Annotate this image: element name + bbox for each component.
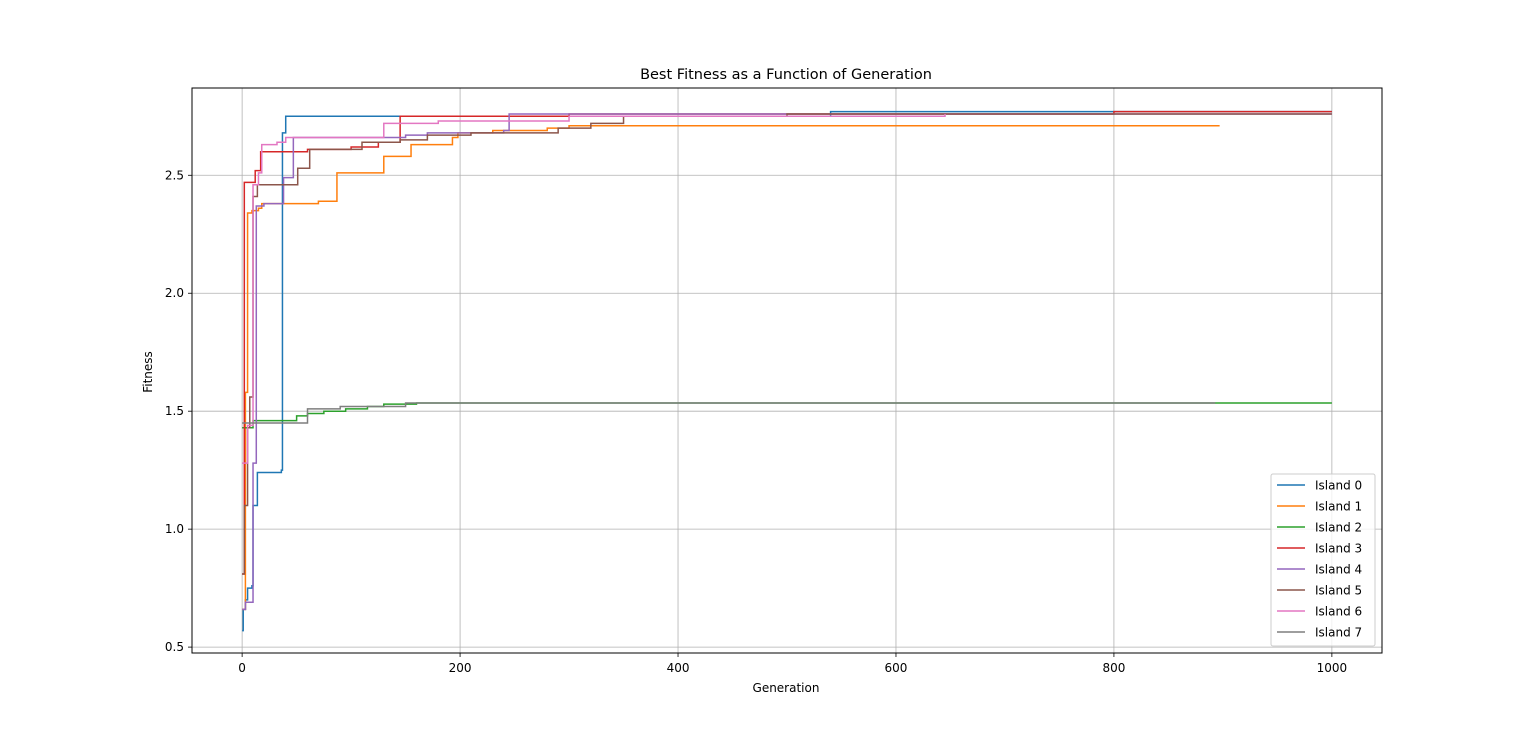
x-tick-label: 200 xyxy=(449,661,472,675)
legend-entry-label: Island 2 xyxy=(1315,521,1362,535)
chart-title: Best Fitness as a Function of Generation xyxy=(640,67,932,83)
data-series xyxy=(242,110,1332,632)
x-tick-label: 400 xyxy=(667,661,690,675)
legend-entry-label: Island 6 xyxy=(1315,605,1362,619)
x-tick-label: 1000 xyxy=(1317,661,1348,675)
y-tick-label: 0.5 xyxy=(165,640,184,654)
y-axis-label: Fitness xyxy=(141,351,155,393)
legend-entry-label: Island 4 xyxy=(1315,563,1362,577)
y-tick-label: 2.5 xyxy=(165,168,184,182)
series-line-island-1 xyxy=(242,125,1220,611)
legend-box xyxy=(1270,473,1376,647)
legend-entry-label: Island 3 xyxy=(1315,542,1362,556)
x-tick-label: 0 xyxy=(238,661,246,675)
x-axis: 0 200 400 600 800 1000 xyxy=(238,653,1347,675)
legend: Island 0 Island 1 Island 2 Island 3 Island 4… xyxy=(1270,473,1376,647)
series-line-island-2 xyxy=(242,402,1332,429)
grid xyxy=(192,88,1382,653)
x-axis-label: Generation xyxy=(753,681,820,695)
x-tick-label: 800 xyxy=(1102,661,1125,675)
y-tick-label: 2.0 xyxy=(165,286,184,300)
y-tick-label: 1.0 xyxy=(165,522,184,536)
legend-entry-label: Island 1 xyxy=(1315,500,1362,514)
plot-frame xyxy=(191,87,1383,654)
series-line-island-6 xyxy=(242,113,946,464)
series-line-island-3 xyxy=(242,110,1332,575)
series-line-island-4 xyxy=(242,113,1332,611)
y-tick-label: 1.5 xyxy=(165,404,184,418)
legend-entry-label: Island 7 xyxy=(1315,626,1362,640)
series-line-island-7 xyxy=(242,402,1216,424)
legend-entry-label: Island 0 xyxy=(1315,479,1362,493)
series-line-island-5 xyxy=(242,113,1332,575)
legend-entry-label: Island 5 xyxy=(1315,584,1362,598)
x-tick-label: 600 xyxy=(885,661,908,675)
y-axis: 0.5 1.0 1.5 2.0 2.5 xyxy=(165,168,192,654)
